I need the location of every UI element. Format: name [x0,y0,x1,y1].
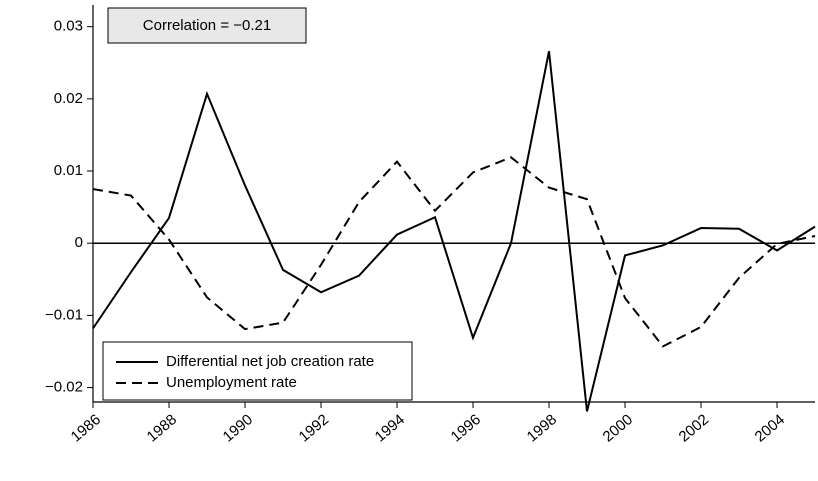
x-tick-label: 1992 [296,411,332,445]
y-tick-label: 0.03 [54,18,83,35]
x-tick-label: 1998 [524,411,560,445]
x-tick-label: 1990 [220,411,256,445]
data-line [92,51,816,412]
x-tick-label: 1996 [448,411,484,445]
y-tick-label: −0.02 [45,379,83,396]
y-tick-label: 0 [75,234,83,251]
x-tick-label: 2004 [752,411,788,445]
x-tick-label: 2000 [600,411,636,445]
y-tick-label: 0.02 [54,90,83,107]
y-tick-label: 0.01 [54,162,83,179]
x-tick-label: 1988 [144,411,180,445]
data-line [92,156,816,348]
annotation-box [107,7,307,44]
x-tick-label: 1994 [372,411,408,445]
legend-label: Unemployment rate [166,374,297,391]
legend-label: Differential net job creation rate [166,353,374,370]
x-tick-label: 1986 [68,411,104,445]
legend-box [102,341,413,401]
x-tick-label: 2002 [676,411,712,445]
annotation: Correlation = −0.21 [143,17,271,34]
y-tick-label: −0.01 [45,306,83,323]
